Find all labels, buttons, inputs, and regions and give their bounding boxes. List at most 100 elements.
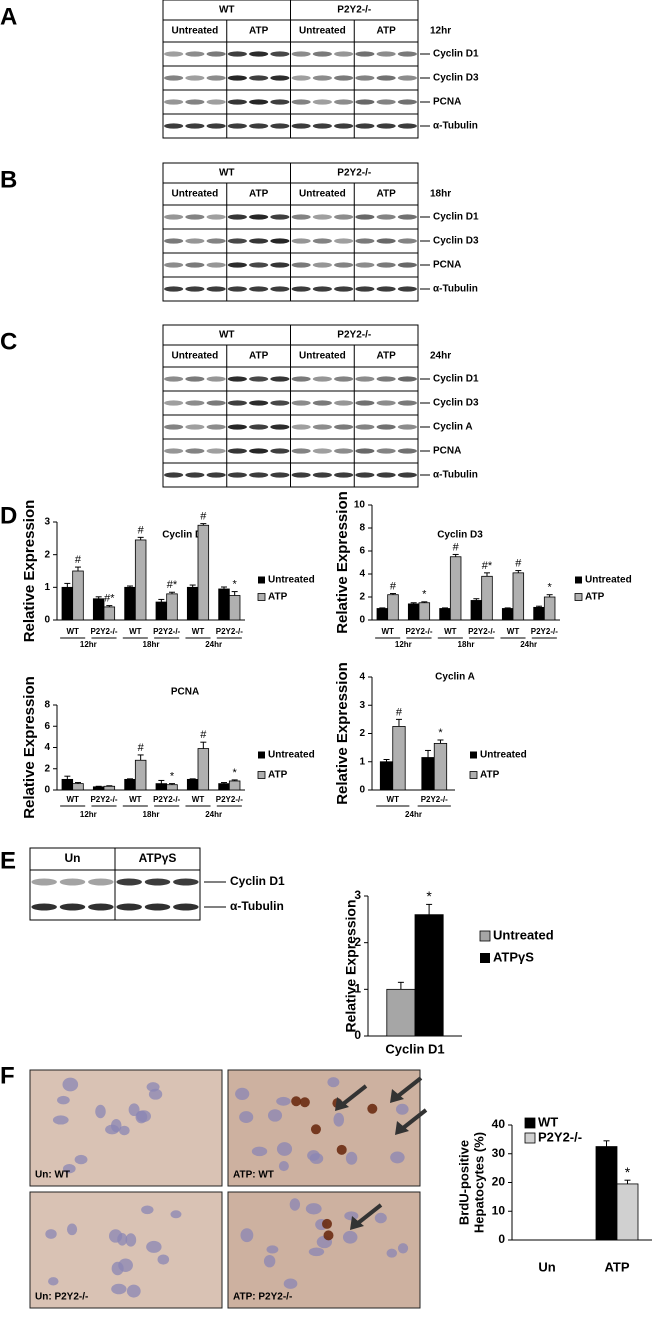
group-label: WT <box>219 168 235 179</box>
band <box>59 878 86 886</box>
protein-label: α-Tubulin <box>433 284 478 295</box>
cell-nucleus <box>333 1112 345 1127</box>
band <box>291 99 311 105</box>
x-tick-label: P2Y2-/- <box>531 627 558 636</box>
band <box>376 286 396 292</box>
x-tick-label: WT <box>129 795 142 804</box>
time-label: 18hr <box>430 189 451 200</box>
band <box>397 472 417 478</box>
caption: ATP: P2Y2-/- <box>233 1292 292 1303</box>
band <box>185 262 205 268</box>
band <box>249 123 269 129</box>
bar <box>414 914 444 1037</box>
significance-marker: * <box>233 578 238 590</box>
band <box>164 238 184 244</box>
bar <box>421 757 435 791</box>
legend-swatch <box>257 593 266 601</box>
y-tick-label: 10 <box>492 1203 506 1217</box>
protein-label: PCNA <box>433 260 461 271</box>
band <box>312 214 332 220</box>
band <box>376 238 396 244</box>
y-axis-label: Hepatocytes (%) <box>471 1132 486 1233</box>
bar <box>376 608 389 621</box>
significance-marker: * <box>548 582 553 594</box>
cell-nucleus <box>266 1245 279 1254</box>
x-tick-label: WT <box>444 627 457 636</box>
y-tick-label: 0 <box>44 615 50 626</box>
protein-label: Cyclin D1 <box>433 374 479 385</box>
x-tick-label: WT <box>66 795 79 804</box>
bar <box>124 778 136 791</box>
arrow-head <box>390 1089 404 1103</box>
band <box>206 51 226 57</box>
band <box>312 400 332 406</box>
y-axis-label: Relative Expression <box>334 491 351 634</box>
band <box>185 238 205 244</box>
caption: Un: WT <box>35 1170 70 1181</box>
band <box>206 214 226 220</box>
band <box>334 424 354 430</box>
band <box>397 99 417 105</box>
protein-label: Cyclin D1 <box>433 49 479 60</box>
band <box>227 99 247 105</box>
bar <box>197 524 210 621</box>
cell-nucleus <box>111 1283 127 1295</box>
band <box>312 262 332 268</box>
band <box>144 878 171 886</box>
bar <box>512 572 525 621</box>
band <box>334 75 354 81</box>
band <box>291 262 311 268</box>
y-tick-label: 30 <box>492 1146 506 1160</box>
y-axis-label: Relative Expression <box>21 500 38 643</box>
y-tick-label: 1 <box>354 982 361 996</box>
band <box>249 75 269 81</box>
bar <box>72 783 84 791</box>
cell-nucleus <box>345 1151 358 1165</box>
band <box>206 238 226 244</box>
band <box>355 123 375 129</box>
band <box>185 400 205 406</box>
band <box>206 123 226 129</box>
band <box>227 75 247 81</box>
band <box>249 238 269 244</box>
band <box>397 400 417 406</box>
band <box>376 472 396 478</box>
band <box>334 123 354 129</box>
band <box>355 214 375 220</box>
brdu-nucleus <box>367 1103 378 1114</box>
group-label: P2Y2-/- <box>337 168 371 179</box>
band <box>164 472 184 478</box>
band <box>270 448 290 454</box>
cell-nucleus <box>95 1104 106 1119</box>
band <box>355 472 375 478</box>
bar <box>386 988 416 1037</box>
chart-title: Cyclin D1 <box>162 530 208 541</box>
band <box>291 51 311 57</box>
treatment-label: ATP <box>249 189 269 200</box>
protein-label: Cyclin D3 <box>433 73 479 84</box>
cell-nucleus <box>128 1103 140 1117</box>
band <box>376 262 396 268</box>
significance-marker: #* <box>104 593 115 605</box>
band <box>88 878 114 886</box>
significance-marker: * <box>233 767 238 779</box>
cell-nucleus <box>119 1125 130 1136</box>
x-tick-label: P2Y2-/- <box>468 627 495 636</box>
band <box>334 448 354 454</box>
band <box>185 51 205 57</box>
band <box>31 903 57 911</box>
y-axis-label: Relative Expression <box>343 899 359 1032</box>
treatment-label: Untreated <box>299 189 346 200</box>
band <box>291 75 311 81</box>
band <box>376 448 396 454</box>
band <box>270 376 290 382</box>
group-label: 12hr <box>80 640 97 649</box>
legend-label: Untreated <box>268 575 315 586</box>
y-tick-label: 4 <box>44 742 50 753</box>
group-label: 24hr <box>520 640 537 649</box>
band <box>376 424 396 430</box>
treatment-label: ATP <box>376 351 396 362</box>
band <box>249 424 269 430</box>
arrow-head <box>350 1216 364 1230</box>
band <box>334 99 354 105</box>
